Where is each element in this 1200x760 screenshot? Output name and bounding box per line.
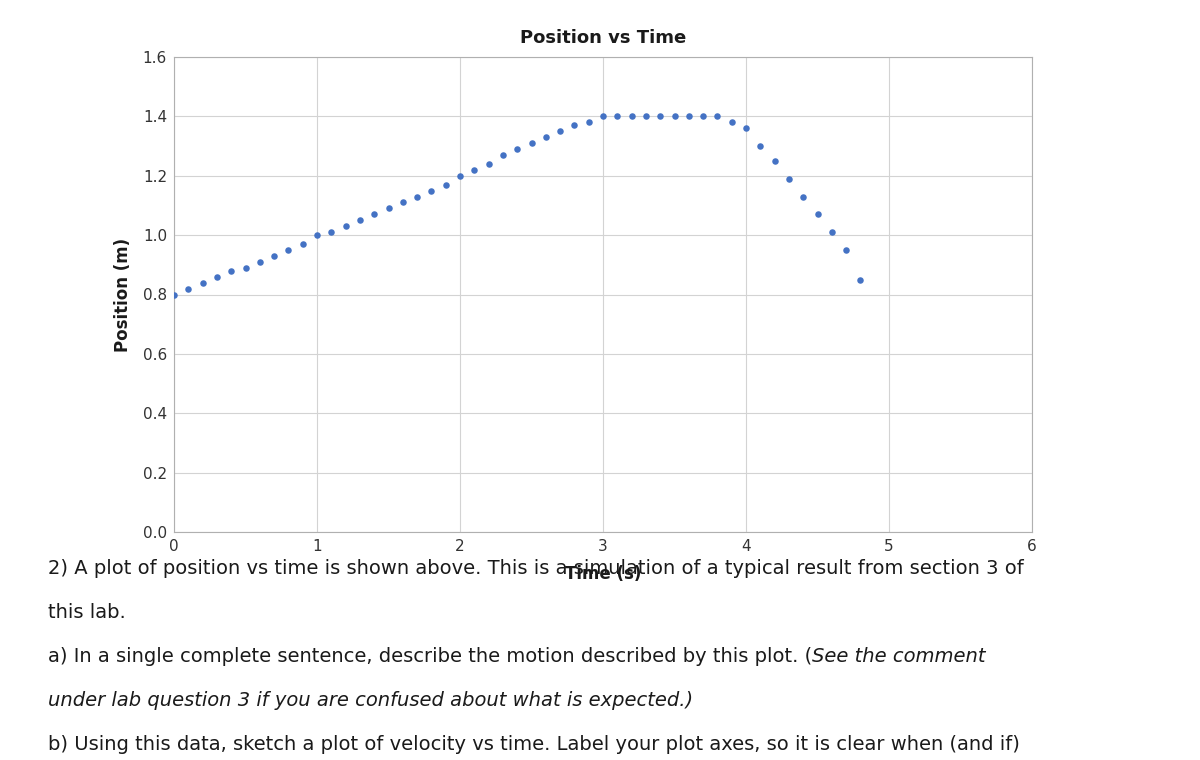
Point xyxy=(822,226,841,238)
Point xyxy=(222,264,241,277)
Text: See the comment: See the comment xyxy=(812,647,985,666)
Point xyxy=(307,229,326,241)
Point xyxy=(479,158,498,170)
Point xyxy=(464,163,484,176)
Point xyxy=(708,110,727,122)
Point xyxy=(264,250,283,262)
Point xyxy=(179,283,198,295)
Point xyxy=(164,289,184,301)
Point xyxy=(793,191,812,203)
Point xyxy=(808,208,827,220)
Text: b) Using this data, sketch a plot of velocity vs time. Label your plot axes, so : b) Using this data, sketch a plot of vel… xyxy=(48,735,1020,754)
Point xyxy=(365,208,384,220)
Point xyxy=(636,110,655,122)
Point xyxy=(551,125,570,138)
Point xyxy=(450,169,469,182)
Point xyxy=(679,110,698,122)
Point xyxy=(766,155,785,167)
Point xyxy=(379,202,398,214)
Point xyxy=(694,110,713,122)
Point xyxy=(278,244,298,256)
Point xyxy=(251,256,270,268)
Point xyxy=(622,110,641,122)
Point xyxy=(436,179,455,191)
Point xyxy=(779,173,798,185)
Point xyxy=(751,140,770,152)
Text: a) In a single complete sentence, describe the motion described by this plot. (: a) In a single complete sentence, descri… xyxy=(48,647,812,666)
Point xyxy=(522,137,541,149)
Point xyxy=(536,131,556,143)
Point xyxy=(408,191,427,203)
Point xyxy=(565,119,584,131)
Title: Position vs Time: Position vs Time xyxy=(520,29,686,47)
Point xyxy=(508,143,527,155)
Text: 2) A plot of position vs time is shown above. This is a simulation of a typical : 2) A plot of position vs time is shown a… xyxy=(48,559,1024,578)
Point xyxy=(350,214,370,226)
Point xyxy=(336,220,355,233)
Text: this lab.: this lab. xyxy=(48,603,126,622)
Point xyxy=(422,185,442,197)
Point xyxy=(594,110,613,122)
Point xyxy=(394,196,413,208)
Point xyxy=(607,110,626,122)
Point xyxy=(836,244,856,256)
Text: under lab question 3 if you are confused about what is expected.): under lab question 3 if you are confused… xyxy=(48,691,694,710)
Point xyxy=(650,110,670,122)
Point xyxy=(580,116,599,128)
Y-axis label: Position (m): Position (m) xyxy=(114,237,132,352)
Point xyxy=(737,122,756,135)
Point xyxy=(293,238,312,250)
Point xyxy=(722,116,742,128)
Point xyxy=(208,271,227,283)
Point xyxy=(236,261,256,274)
Point xyxy=(493,149,512,161)
X-axis label: Time (s): Time (s) xyxy=(565,565,641,583)
Point xyxy=(851,274,870,286)
Point xyxy=(193,277,212,289)
Point xyxy=(665,110,684,122)
Point xyxy=(322,226,341,238)
